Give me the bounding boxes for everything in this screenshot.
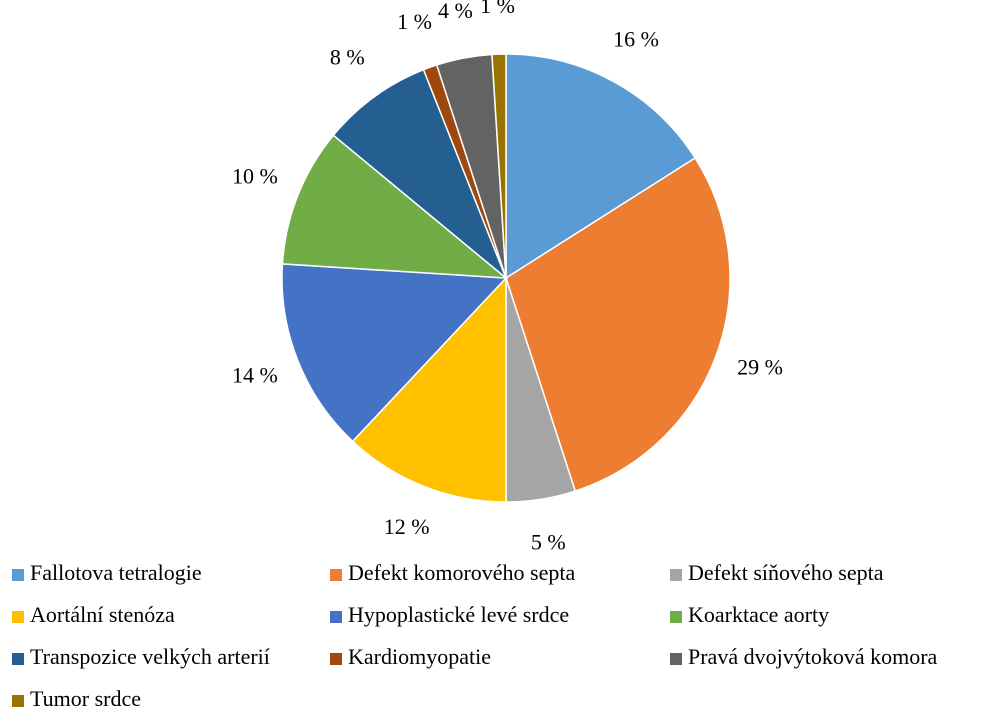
data-label: 1 % [397,9,432,34]
legend-label: Defekt síňového septa [688,560,884,585]
pie-slice [491,53,507,279]
legend-label: Koarktace aorty [688,602,829,627]
data-label: 4 % [438,0,473,23]
legend-swatch [670,569,682,581]
data-label: 10 % [232,164,278,189]
legend-label: Defekt komorového septa [348,560,575,585]
data-label: 12 % [384,514,430,539]
pie-slice [281,134,509,279]
pie-slice [505,53,697,280]
legend-swatch [12,653,24,665]
pie-slice [505,156,731,492]
legend-label: Aortální stenóza [30,602,175,627]
data-label: 29 % [737,355,783,380]
legend-swatch [670,611,682,623]
pie-slice [351,276,507,503]
pie-slice [281,263,508,443]
data-label: 14 % [232,362,278,387]
legend-label: Tumor srdce [30,686,141,711]
legend-swatch [330,611,342,623]
pie-slice [332,68,507,279]
legend-label: Fallotova tetralogie [30,560,202,585]
data-label: 5 % [531,530,566,555]
legend-label: Pravá dvojvýtoková komora [688,644,938,669]
legend-swatch [330,569,342,581]
legend-swatch [670,653,682,665]
legend-swatch [12,569,24,581]
data-label: 16 % [613,26,659,51]
data-label: 1 % [480,0,515,18]
legend-swatch [12,611,24,623]
legend-swatch [330,653,342,665]
legend-label: Kardiomyopatie [348,644,491,669]
legend-label: Hypoplastické levé srdce [348,602,569,627]
legend-swatch [12,695,24,707]
legend-label: Transpozice velkých arterií [30,644,270,669]
data-label: 8 % [330,45,365,70]
